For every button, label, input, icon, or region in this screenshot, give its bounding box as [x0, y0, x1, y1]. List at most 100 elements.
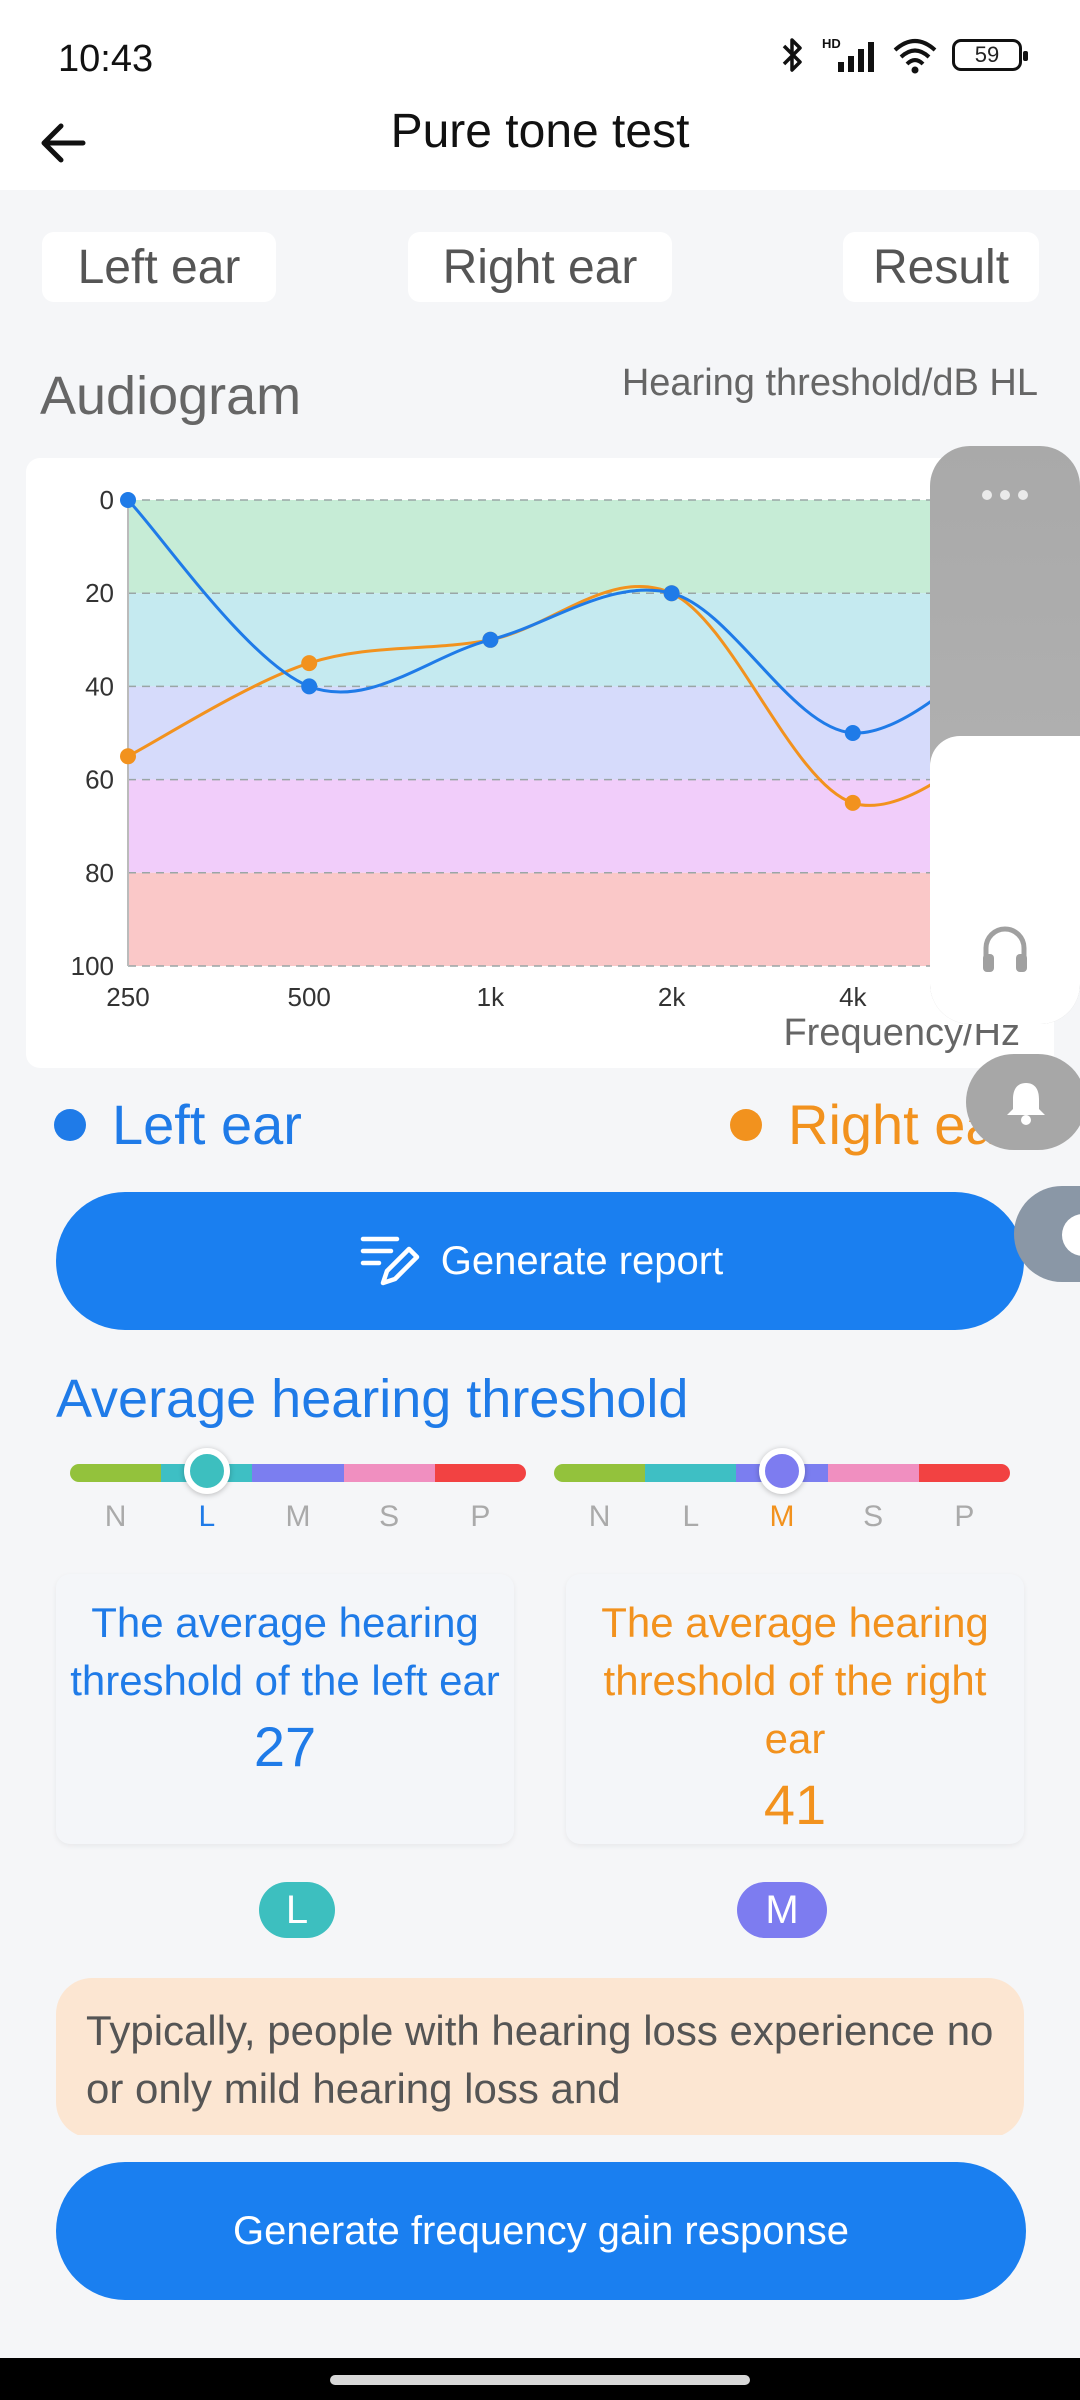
right-scale-knob — [759, 1448, 805, 1494]
tab-result[interactable]: Result — [843, 232, 1039, 302]
left-ear-level-scale — [70, 1448, 526, 1494]
status-icons: HD 59 — [778, 36, 1028, 74]
y-tick-label-4: 80 — [85, 858, 114, 888]
ring-mode-button[interactable] — [966, 1054, 1080, 1150]
right-ear-average-card: The average hearing threshold of the rig… — [566, 1574, 1024, 1844]
generate-report-button[interactable]: Generate report — [56, 1192, 1024, 1330]
x-tick-label-3: 2k — [658, 982, 686, 1012]
arrow-left-icon — [41, 123, 86, 163]
x-tick-label-0: 250 — [106, 982, 149, 1012]
left-scale-label-L: L — [198, 1500, 216, 1533]
band-1 — [128, 593, 1034, 687]
left-ear-average-card: The average hearing threshold of the lef… — [56, 1574, 514, 1844]
series-0-point-2 — [482, 631, 499, 648]
hearing-note-text: Typically, people with hearing loss expe… — [86, 2007, 994, 2112]
legend-left-dot — [54, 1108, 86, 1141]
bluetooth-icon — [782, 38, 802, 72]
y-tick-label-3: 60 — [85, 765, 114, 795]
y-tick-label-2: 40 — [85, 671, 114, 701]
hearing-note-card: Typically, people with hearing loss expe… — [56, 1978, 1024, 2138]
average-threshold-title: Average hearing threshold — [56, 1369, 689, 1429]
status-time: 10:43 — [58, 38, 154, 80]
app-header: Pure tone test — [0, 90, 1080, 190]
band-2 — [128, 686, 1034, 780]
right-scale-label-P: P — [954, 1500, 975, 1533]
y-axis-unit: Hearing threshold/dB HL — [621, 362, 1038, 404]
right-ear-level-scale — [554, 1448, 1010, 1494]
right-ear-level-badge: M — [737, 1882, 827, 1938]
audiogram-svg: 0204060801002505001k2k4k8k — [71, 485, 1049, 1012]
band-3 — [128, 779, 1034, 873]
ear-tabs: Left ear Right ear Result — [0, 232, 1080, 302]
bell-icon — [1007, 1083, 1045, 1125]
left-scale-bar — [70, 1464, 526, 1482]
right-scale-label-N: N — [588, 1500, 611, 1533]
floating-sound-panel[interactable] — [930, 446, 1080, 1024]
series-0-point-3 — [663, 585, 680, 602]
mute-toggle[interactable] — [1014, 1186, 1080, 1282]
right-ear-average-description: The average hearing threshold of the rig… — [601, 1599, 989, 1762]
back-button[interactable] — [28, 108, 98, 178]
right-ear-average-value: 41 — [763, 1773, 827, 1836]
network-type-label: HD — [822, 36, 841, 51]
tab-left-ear[interactable]: Left ear — [42, 232, 276, 302]
series-1-point-4 — [844, 794, 861, 811]
left-ear-average-value: 27 — [253, 1715, 317, 1778]
series-line-0 — [126, 498, 1035, 735]
right-scale-label-S: S — [863, 1500, 884, 1533]
x-tick-label-4: 4k — [839, 982, 867, 1012]
cellular-signal-icon: HD — [822, 36, 874, 72]
wifi-icon — [893, 39, 937, 74]
toggle-knob — [1062, 1214, 1080, 1256]
left-scale-knob — [183, 1448, 230, 1494]
battery-icon: 59 — [952, 39, 1028, 71]
right-scale-label-L: L — [682, 1500, 700, 1533]
left-scale-label-N: N — [104, 1500, 127, 1533]
audiogram-title: Audiogram — [40, 366, 302, 426]
left-scale-segment-3 — [343, 1464, 435, 1482]
generate-gain-label: Generate frequency gain response — [233, 2208, 849, 2253]
page-title: Pure tone test — [390, 105, 690, 158]
left-scale-label-M: M — [285, 1500, 311, 1533]
left-scale-segment-2 — [252, 1464, 344, 1482]
generate-report-label: Generate report — [440, 1238, 724, 1283]
left-scale-label-S: S — [379, 1500, 400, 1533]
series-0-point-4 — [844, 725, 861, 741]
series-1-point-1 — [301, 655, 318, 672]
volume-level-fill[interactable] — [930, 736, 1080, 1024]
y-tick-label-5: 100 — [71, 951, 114, 981]
band-0 — [128, 500, 1034, 594]
legend-right-dot — [730, 1108, 762, 1141]
chart-legend: Left ear Right ear — [0, 1092, 1080, 1168]
left-scale-label-P: P — [470, 1500, 491, 1533]
series-1-point-0 — [120, 748, 136, 765]
y-tick-label-0: 0 — [100, 485, 114, 515]
left-ear-average-description: The average hearing threshold of the lef… — [70, 1599, 500, 1704]
right-scale-segment-4 — [918, 1464, 1010, 1482]
right-scale-label-M: M — [769, 1500, 795, 1533]
right-scale-segment-3 — [827, 1464, 919, 1482]
left-ear-level-badge: L — [259, 1882, 335, 1938]
home-handle[interactable] — [330, 2375, 750, 2385]
series-0-point-1 — [301, 678, 318, 695]
series-line-1 — [127, 584, 1035, 807]
legend-left-label: Left ear — [112, 1093, 302, 1156]
more-icon[interactable] — [980, 488, 1030, 502]
audiogram-chart: 0204060801002505001k2k4k8k — [26, 458, 1054, 1068]
headphones-icon — [983, 926, 1027, 972]
legend-left-ear: Left ear — [54, 1092, 302, 1157]
left-scale-segment-4 — [434, 1464, 526, 1482]
band-4 — [128, 872, 1034, 966]
right-scale-segment-1 — [645, 1464, 737, 1482]
series-0-point-0 — [120, 492, 136, 508]
x-tick-label-2: 1k — [477, 982, 505, 1012]
y-tick-label-1: 20 — [85, 578, 114, 608]
edit-report-icon — [360, 1236, 420, 1286]
system-nav-bar — [0, 2358, 1080, 2400]
generate-gain-response-button[interactable]: Generate frequency gain response — [56, 2162, 1026, 2300]
tab-right-ear[interactable]: Right ear — [408, 232, 672, 302]
left-scale-segment-0 — [70, 1464, 162, 1482]
right-scale-segment-0 — [554, 1464, 646, 1482]
